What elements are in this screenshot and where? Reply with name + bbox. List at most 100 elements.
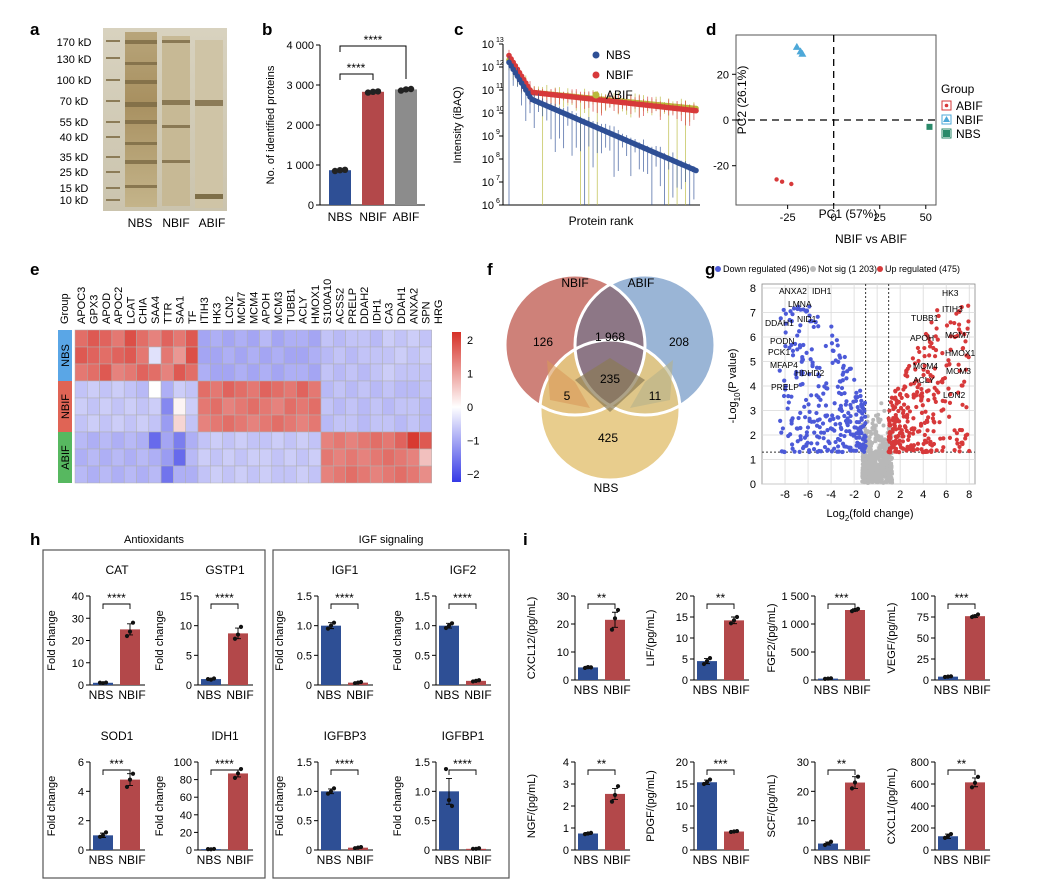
y-tick-label: 0 (750, 479, 756, 491)
up-point (912, 381, 917, 386)
down-point (816, 403, 821, 408)
up-point (962, 332, 967, 337)
ns-point (873, 452, 878, 457)
heatmap-cell (382, 346, 396, 365)
ns-point (871, 417, 876, 422)
y-tick-label: 0 (78, 680, 84, 692)
heatmap-cell (345, 448, 359, 467)
heatmap-cell (136, 380, 150, 399)
sig-label: **** (215, 591, 234, 605)
gene-label: ITIH3 (942, 304, 963, 314)
y-tick-label: 1.5 (297, 591, 312, 603)
down-point (800, 370, 805, 376)
legend-label: Not sig (1 203) (818, 264, 877, 274)
up-point (928, 442, 933, 447)
bar-nbs (818, 843, 838, 850)
heatmap-cell (357, 448, 371, 467)
down-point (835, 384, 840, 389)
bar-nbif (724, 620, 744, 680)
heatmap-cell (259, 329, 273, 348)
data-point (369, 88, 377, 96)
heatmap-cell (271, 346, 285, 365)
bar-chart-igfbp3: 0 0.5 1.0 1.5 NBS NBIF **** IGFBP3 Fold change (274, 729, 374, 867)
venn-set-label: ABIF (628, 276, 655, 290)
bar-chart-igfbp1: 0 0.5 1.0 1.5 NBS NBIF **** IGFBP1 Fold change (392, 729, 492, 867)
heatmap-cell (185, 363, 199, 382)
down-point (824, 381, 829, 386)
down-point (808, 357, 813, 362)
group-label: NBS (60, 344, 72, 367)
up-point (941, 445, 946, 450)
data-point (328, 623, 334, 628)
y-tick-label: 5 (186, 650, 192, 662)
heatmap-cell (394, 431, 408, 450)
up-point (925, 428, 930, 433)
y-tick-label: 10 (482, 62, 494, 74)
gel-band (195, 194, 223, 199)
heatmap-cell (394, 329, 408, 348)
legend-marker (810, 266, 816, 272)
data-point (972, 780, 978, 786)
gene-label: LMNA (788, 299, 812, 309)
up-point (917, 349, 922, 355)
down-point (848, 366, 853, 371)
x-axis-label-main: Log (826, 508, 844, 520)
heatmap-cell (283, 329, 297, 348)
ladder-band (106, 100, 120, 102)
column-label: CA3 (384, 303, 396, 324)
column-label: MCM4 (248, 292, 260, 324)
panel-letter-d: d (706, 20, 716, 39)
column-label: DDAH2 (359, 287, 371, 324)
gel-band (162, 100, 190, 105)
down-point (835, 415, 840, 420)
down-point (815, 434, 820, 439)
up-point (906, 437, 911, 442)
ns-point (862, 480, 867, 485)
legend-label: ABIF (956, 99, 983, 113)
bar-nbs (329, 170, 351, 205)
sig-bracket (339, 73, 374, 80)
up-point (952, 334, 957, 340)
heatmap-cell (111, 363, 125, 382)
data-point (325, 626, 331, 631)
bar-chart-title: SOD1 (101, 729, 134, 743)
y-tick-label: 1.0 (415, 786, 430, 798)
x-tick-label: NBS (435, 688, 460, 702)
up-point (926, 336, 931, 341)
scale-tick-label: 0 (467, 402, 473, 414)
heatmap-cell (99, 346, 113, 365)
data-point (828, 839, 834, 844)
down-point (805, 425, 811, 430)
gel-band (125, 120, 157, 124)
y-tick-label: 0 (563, 675, 569, 687)
gel-band (125, 142, 157, 145)
down-point (794, 375, 799, 380)
up-point (933, 334, 938, 339)
up-point (886, 437, 891, 442)
down-point (815, 441, 820, 446)
heatmap-cell (173, 346, 186, 365)
up-point (923, 409, 928, 414)
y-tick-label: 0 (803, 675, 809, 687)
heatmap-cell (222, 346, 236, 365)
heatmap-cell (234, 397, 248, 416)
up-point (932, 366, 938, 371)
heatmap-cell (160, 329, 174, 348)
pca-point-abif (774, 177, 779, 182)
y-tick-label: 0 (186, 680, 192, 692)
legend-marker-nbif (592, 71, 600, 79)
y-tick-label: 0.5 (415, 816, 430, 828)
up-point (932, 396, 937, 401)
up-point (901, 387, 906, 392)
ns-point (879, 401, 884, 406)
up-point (964, 405, 969, 410)
y-tick-label: 3 000 (286, 80, 314, 92)
panel-letter-g: g (705, 260, 715, 279)
data-point (615, 607, 621, 613)
bar-nbs (321, 625, 341, 685)
down-point (789, 394, 794, 399)
x-tick-label: NBIF (963, 853, 990, 867)
down-point (861, 442, 866, 447)
heatmap-cell (406, 431, 420, 450)
heatmap-cell (394, 465, 408, 484)
